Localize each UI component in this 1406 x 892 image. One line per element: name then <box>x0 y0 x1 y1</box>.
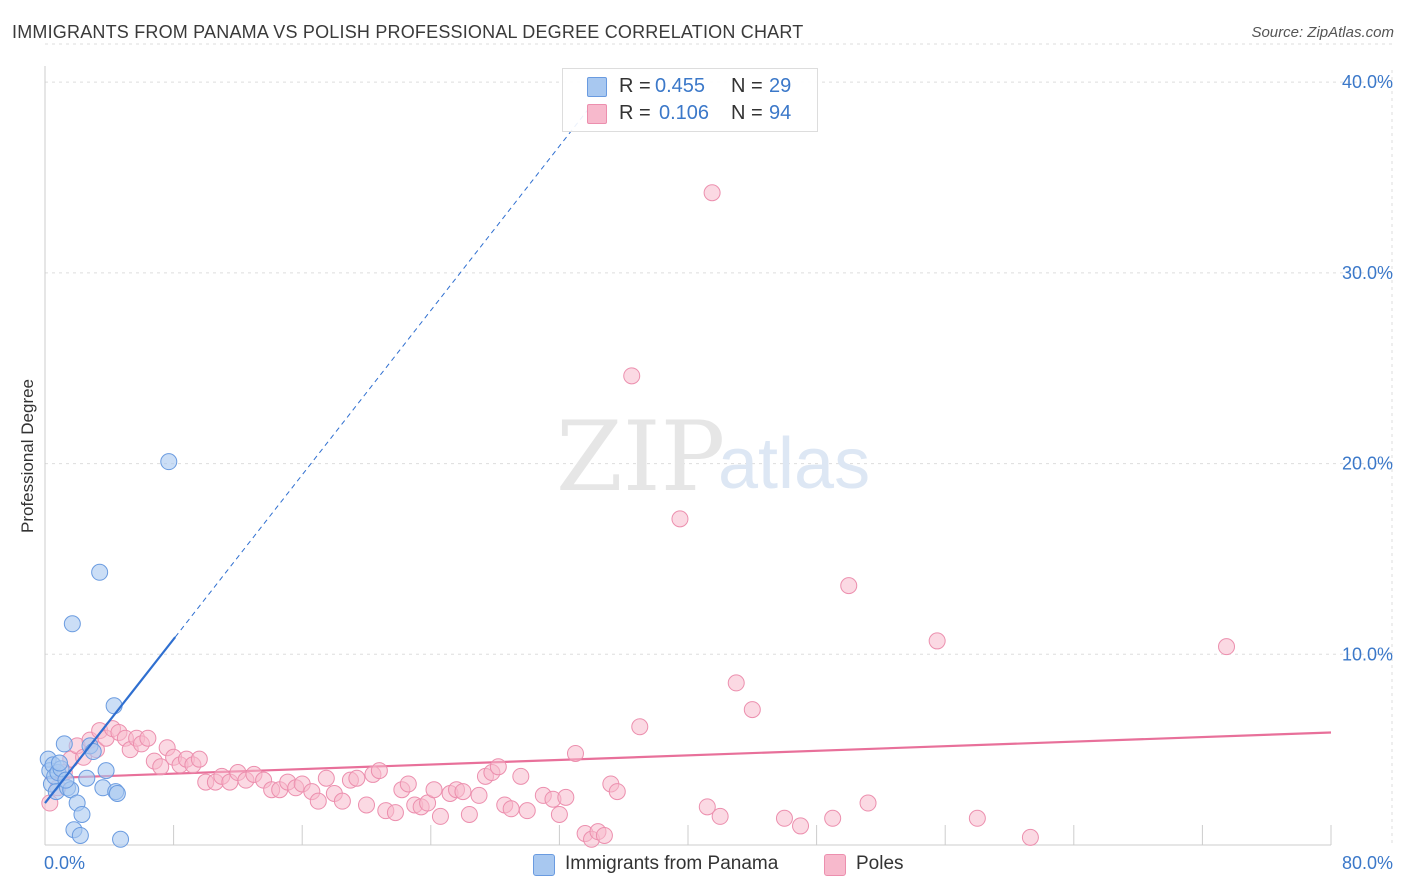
panama-trend-line <box>44 636 177 804</box>
legend-poles-label: Poles <box>856 853 904 874</box>
panama-point <box>55 735 73 753</box>
panama-point <box>73 805 91 823</box>
panama-points <box>39 453 178 848</box>
poles-point <box>840 577 858 595</box>
poles-point <box>431 807 449 825</box>
panama-n-label: N = <box>731 75 763 97</box>
legend-panama-label: Immigrants from Panama <box>565 853 779 874</box>
panama-point <box>112 830 130 848</box>
poles-point <box>333 792 351 810</box>
poles-point <box>623 367 641 385</box>
poles-point <box>460 805 478 823</box>
poles-swatch <box>587 104 607 124</box>
watermark-atlas: atlas <box>718 424 870 504</box>
panama-swatch <box>587 77 607 97</box>
grid <box>45 43 1393 845</box>
chart-title: IMMIGRANTS FROM PANAMA VS POLISH PROFESS… <box>12 22 804 42</box>
poles-point <box>370 762 388 780</box>
panama-point <box>91 563 109 581</box>
poles-point <box>309 792 327 810</box>
x-tick-label: 0.0% <box>44 853 85 873</box>
poles-point <box>1218 638 1236 656</box>
poles-point <box>792 817 810 835</box>
poles-point <box>727 674 745 692</box>
watermark-zip: ZIP <box>556 401 725 513</box>
panama-point <box>160 453 178 471</box>
panama-n-value: 29 <box>769 75 792 97</box>
poles-point <box>454 783 472 801</box>
poles-point <box>425 781 443 799</box>
poles-point <box>489 758 507 776</box>
panama-point <box>71 826 89 844</box>
y-tick-label: 10.0% <box>1342 644 1393 664</box>
poles-point <box>743 701 761 719</box>
poles-points <box>41 184 1236 848</box>
poles-point <box>775 809 793 827</box>
poles-point <box>566 744 584 762</box>
poles-point <box>671 510 689 528</box>
poles-point <box>631 718 649 736</box>
axes <box>44 66 1332 846</box>
poles-point <box>703 184 721 202</box>
poles-point <box>139 729 157 747</box>
tick-labels: 10.0% 20.0% 30.0% 40.0% 0.0% 80.0% <box>44 72 1393 873</box>
poles-point <box>470 786 488 804</box>
chart-source: Source: ZipAtlas.com <box>1251 24 1394 41</box>
panama-point <box>105 697 123 715</box>
poles-point <box>824 809 842 827</box>
stats-legend: R = 0.455 N = 29 R = 0.106 N = 94 <box>562 68 818 132</box>
panama-trend-extension <box>174 104 592 638</box>
watermark: ZIP atlas <box>556 401 870 513</box>
poles-point <box>859 794 877 812</box>
poles-point <box>386 804 404 822</box>
poles-point <box>358 796 375 814</box>
poles-point <box>152 758 170 776</box>
poles-point <box>595 826 613 844</box>
panama-point <box>50 754 68 772</box>
panama-point <box>97 762 115 780</box>
poles-point <box>557 788 575 806</box>
poles-point <box>968 809 986 827</box>
poles-point <box>711 807 729 825</box>
poles-point <box>928 632 946 650</box>
panama-point <box>108 785 126 803</box>
poles-point <box>512 767 530 785</box>
panama-trend <box>44 104 592 804</box>
panama-point <box>84 743 102 761</box>
poles-point <box>1021 828 1039 846</box>
x-tick-label: 80.0% <box>1342 853 1393 873</box>
legend-panama-swatch <box>533 854 555 876</box>
y-tick-label: 20.0% <box>1342 454 1393 474</box>
poles-r-value: 0.106 <box>659 102 710 124</box>
poles-r-label: R = <box>619 102 651 124</box>
panama-r-label: R = <box>619 75 651 97</box>
panama-r-value: 0.455 <box>655 75 706 97</box>
poles-point <box>550 805 568 823</box>
panama-point <box>78 769 96 787</box>
poles-point <box>502 800 520 818</box>
poles-point <box>317 769 335 787</box>
poles-point <box>348 769 366 787</box>
panama-point <box>57 771 75 789</box>
y-axis-title: Professional Degree <box>18 378 37 534</box>
panama-point <box>63 615 81 633</box>
poles-point <box>608 783 626 801</box>
poles-n-value: 94 <box>769 102 792 124</box>
poles-point <box>399 775 417 793</box>
poles-point <box>190 750 208 768</box>
poles-n-label: N = <box>731 102 763 124</box>
poles-point <box>518 802 536 820</box>
y-tick-label: 40.0% <box>1342 72 1393 92</box>
poles-point <box>698 798 716 816</box>
legend-poles-swatch <box>824 854 846 876</box>
y-tick-label: 30.0% <box>1342 263 1393 283</box>
